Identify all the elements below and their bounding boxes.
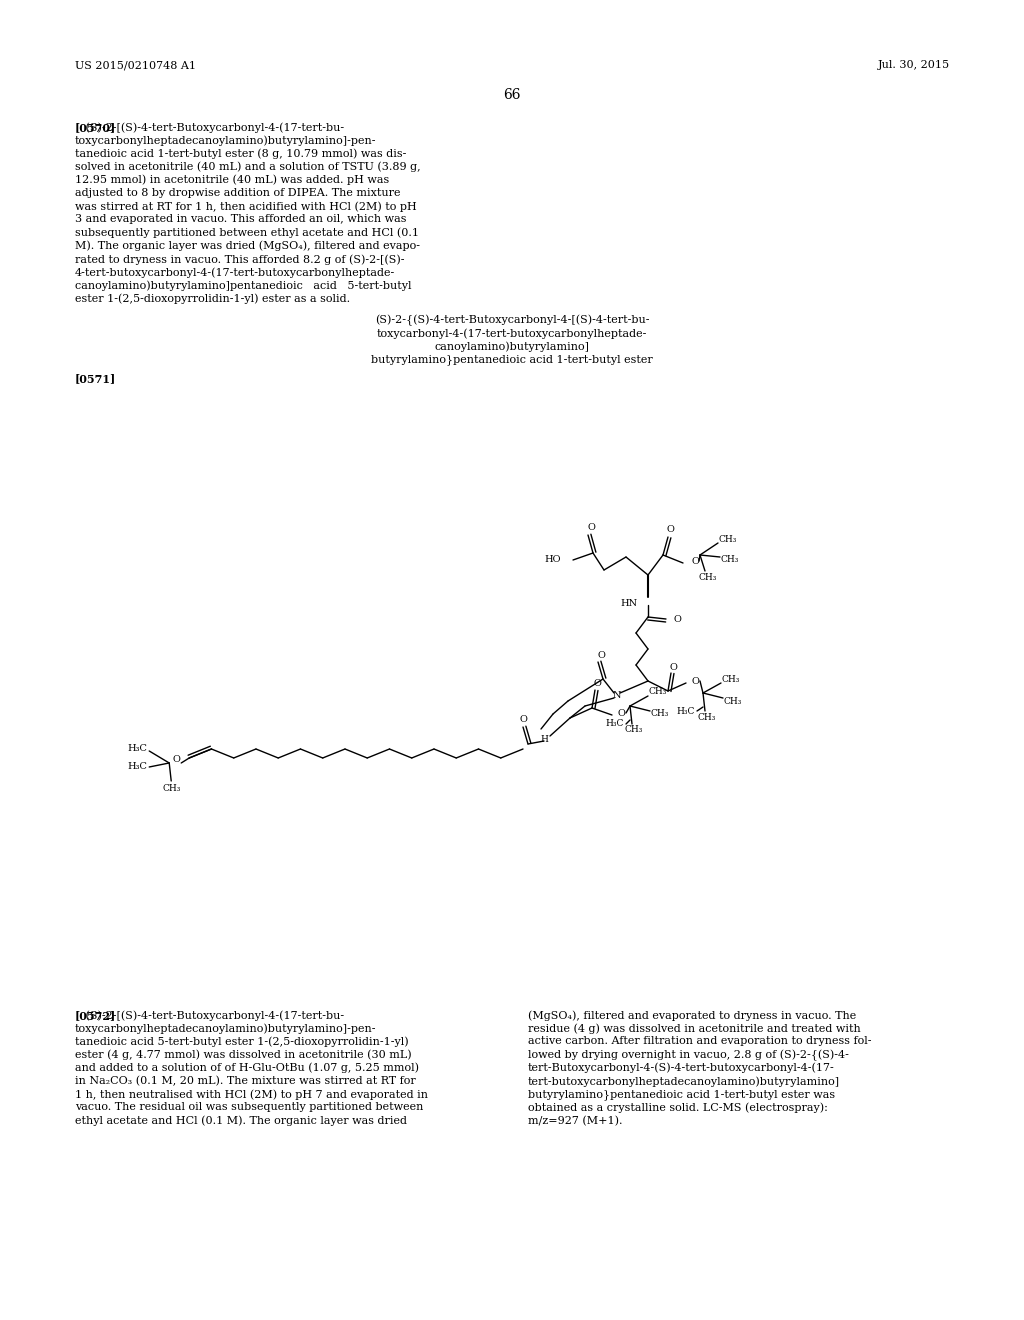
- Text: was stirred at RT for 1 h, then acidified with HCl (2M) to pH: was stirred at RT for 1 h, then acidifie…: [75, 201, 417, 211]
- Text: O: O: [692, 676, 699, 685]
- Text: rated to dryness in vacuo. This afforded 8.2 g of (S)-2-[(S)-: rated to dryness in vacuo. This afforded…: [75, 253, 404, 264]
- Text: CH₃: CH₃: [724, 697, 742, 705]
- Text: 3 and evaporated in vacuo. This afforded an oil, which was: 3 and evaporated in vacuo. This afforded…: [75, 214, 407, 224]
- Text: adjusted to 8 by dropwise addition of DIPEA. The mixture: adjusted to 8 by dropwise addition of DI…: [75, 187, 400, 198]
- Text: residue (4 g) was dissolved in acetonitrile and treated with: residue (4 g) was dissolved in acetonitr…: [528, 1023, 861, 1034]
- Text: tert-butoxycarbonylheptadecanoylamino)butyrylamino]: tert-butoxycarbonylheptadecanoylamino)bu…: [528, 1076, 840, 1086]
- Text: [0571]: [0571]: [75, 374, 117, 384]
- Text: CH₃: CH₃: [625, 726, 643, 734]
- Text: H: H: [540, 735, 548, 744]
- Text: O: O: [691, 557, 698, 565]
- Text: toxycarbonylheptadecanoylamino)butyrylamino]-pen-: toxycarbonylheptadecanoylamino)butyrylam…: [75, 135, 377, 145]
- Text: toxycarbonylheptadecanoylamino)butyrylamino]-pen-: toxycarbonylheptadecanoylamino)butyrylam…: [75, 1023, 377, 1034]
- Text: M). The organic layer was dried (MgSO₄), filtered and evapo-: M). The organic layer was dried (MgSO₄),…: [75, 240, 420, 251]
- Text: O: O: [673, 615, 681, 623]
- Text: ester (4 g, 4.77 mmol) was dissolved in acetonitrile (30 mL): ester (4 g, 4.77 mmol) was dissolved in …: [75, 1049, 412, 1060]
- Text: [0572]: [0572]: [75, 1010, 117, 1020]
- Text: US 2015/0210748 A1: US 2015/0210748 A1: [75, 59, 196, 70]
- Text: CH₃: CH₃: [722, 675, 740, 684]
- Text: lowed by drying overnight in vacuo, 2.8 g of (S)-2-{(S)-4-: lowed by drying overnight in vacuo, 2.8 …: [528, 1049, 849, 1061]
- Text: butyrylamino}pentanedioic acid 1-tert-butyl ester: butyrylamino}pentanedioic acid 1-tert-bu…: [371, 354, 653, 366]
- Text: in Na₂CO₃ (0.1 M, 20 mL). The mixture was stirred at RT for: in Na₂CO₃ (0.1 M, 20 mL). The mixture wa…: [75, 1076, 416, 1086]
- Text: (S)-2-[(S)-4-tert-Butoxycarbonyl-4-(17-tert-bu-: (S)-2-[(S)-4-tert-Butoxycarbonyl-4-(17-t…: [75, 121, 344, 132]
- Text: H₃C: H₃C: [127, 763, 147, 771]
- Text: O: O: [669, 663, 677, 672]
- Text: CH₃: CH₃: [649, 688, 668, 697]
- Text: (MgSO₄), filtered and evaporated to dryness in vacuo. The: (MgSO₄), filtered and evaporated to dryn…: [528, 1010, 856, 1020]
- Text: H₃C: H₃C: [677, 706, 695, 715]
- Text: ethyl acetate and HCl (0.1 M). The organic layer was dried: ethyl acetate and HCl (0.1 M). The organ…: [75, 1115, 407, 1126]
- Text: tert-Butoxycarbonyl-4-(S)-4-tert-butoxycarbonyl-4-(17-: tert-Butoxycarbonyl-4-(S)-4-tert-butoxyc…: [528, 1063, 835, 1073]
- Text: active carbon. After filtration and evaporation to dryness fol-: active carbon. After filtration and evap…: [528, 1036, 871, 1047]
- Text: vacuo. The residual oil was subsequently partitioned between: vacuo. The residual oil was subsequently…: [75, 1102, 423, 1113]
- Text: O: O: [593, 680, 601, 689]
- Text: O: O: [597, 651, 605, 660]
- Text: O: O: [618, 709, 626, 718]
- Text: CH₃: CH₃: [651, 710, 670, 718]
- Text: toxycarbonyl-4-(17-tert-butoxycarbonylheptade-: toxycarbonyl-4-(17-tert-butoxycarbonylhe…: [377, 327, 647, 338]
- Text: CH₃: CH₃: [698, 573, 717, 582]
- Text: canoylamino)butyrylamino]pentanedioic   acid   5-tert-butyl: canoylamino)butyrylamino]pentanedioic ac…: [75, 280, 412, 290]
- Text: m/z=927 (M+1).: m/z=927 (M+1).: [528, 1115, 623, 1126]
- Text: 1 h, then neutralised with HCl (2M) to pH 7 and evaporated in: 1 h, then neutralised with HCl (2M) to p…: [75, 1089, 428, 1100]
- Text: H₃C: H₃C: [605, 719, 624, 729]
- Text: subsequently partitioned between ethyl acetate and HCl (0.1: subsequently partitioned between ethyl a…: [75, 227, 419, 238]
- Text: O: O: [172, 755, 180, 764]
- Text: butyrylamino}pentanedioic acid 1-tert-butyl ester was: butyrylamino}pentanedioic acid 1-tert-bu…: [528, 1089, 836, 1100]
- Text: O: O: [519, 715, 527, 725]
- Text: HO: HO: [545, 556, 561, 565]
- Text: CH₃: CH₃: [719, 535, 737, 544]
- Text: 12.95 mmol) in acetonitrile (40 mL) was added. pH was: 12.95 mmol) in acetonitrile (40 mL) was …: [75, 174, 389, 185]
- Text: canoylamino)butyrylamino]: canoylamino)butyrylamino]: [434, 341, 590, 351]
- Text: ester 1-(2,5-dioxopyrrolidin-1-yl) ester as a solid.: ester 1-(2,5-dioxopyrrolidin-1-yl) ester…: [75, 293, 350, 304]
- Text: 66: 66: [503, 88, 521, 102]
- Text: O: O: [666, 524, 674, 533]
- Text: O: O: [587, 523, 595, 532]
- Text: obtained as a crystalline solid. LC-MS (electrospray):: obtained as a crystalline solid. LC-MS (…: [528, 1102, 827, 1113]
- Text: (S)-2-[(S)-4-tert-Butoxycarbonyl-4-(17-tert-bu-: (S)-2-[(S)-4-tert-Butoxycarbonyl-4-(17-t…: [75, 1010, 344, 1020]
- Text: solved in acetonitrile (40 mL) and a solution of TSTU (3.89 g,: solved in acetonitrile (40 mL) and a sol…: [75, 161, 421, 172]
- Text: CH₃: CH₃: [721, 554, 739, 564]
- Text: H₃C: H₃C: [127, 744, 147, 754]
- Text: (S)-2-{(S)-4-tert-Butoxycarbonyl-4-[(S)-4-tert-bu-: (S)-2-{(S)-4-tert-Butoxycarbonyl-4-[(S)-…: [375, 314, 649, 326]
- Text: HN: HN: [621, 598, 638, 607]
- Text: N: N: [612, 690, 622, 700]
- Text: Jul. 30, 2015: Jul. 30, 2015: [878, 59, 950, 70]
- Text: tanedioic acid 1-tert-butyl ester (8 g, 10.79 mmol) was dis-: tanedioic acid 1-tert-butyl ester (8 g, …: [75, 148, 407, 158]
- Text: [0570]: [0570]: [75, 121, 117, 133]
- Text: tanedioic acid 5-tert-butyl ester 1-(2,5-dioxopyrrolidin-1-yl): tanedioic acid 5-tert-butyl ester 1-(2,5…: [75, 1036, 409, 1047]
- Text: and added to a solution of of H-Glu-OtBu (1.07 g, 5.25 mmol): and added to a solution of of H-Glu-OtBu…: [75, 1063, 419, 1073]
- Text: CH₃: CH₃: [162, 784, 180, 793]
- Text: CH₃: CH₃: [697, 713, 716, 722]
- Text: 4-tert-butoxycarbonyl-4-(17-tert-butoxycarbonylheptade-: 4-tert-butoxycarbonyl-4-(17-tert-butoxyc…: [75, 267, 395, 277]
